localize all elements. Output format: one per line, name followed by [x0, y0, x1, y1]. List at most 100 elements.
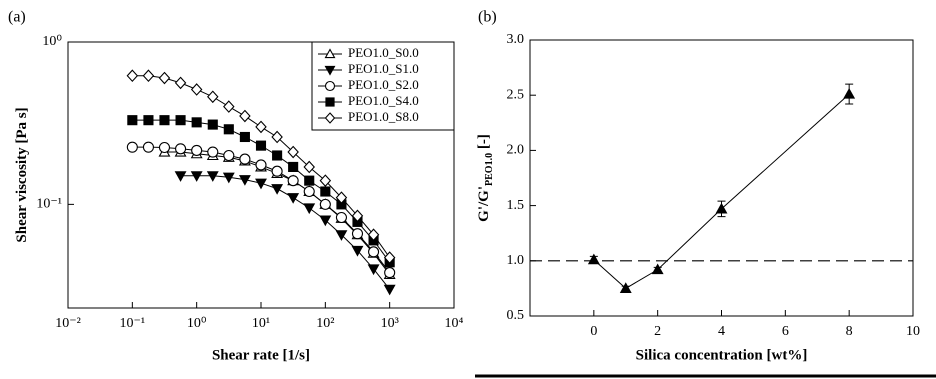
marker — [126, 69, 139, 83]
x-tick-label: 10⁰ — [187, 316, 207, 331]
marker — [351, 228, 364, 240]
marker — [367, 264, 380, 276]
y-tick-label: 3.0 — [507, 32, 525, 47]
marker — [335, 230, 348, 241]
marker — [143, 115, 154, 126]
y-tick-label: 10⁻¹ — [36, 197, 62, 212]
marker — [651, 263, 664, 275]
marker — [587, 253, 600, 265]
legend-label: PEO1.0_S0.0 — [348, 45, 419, 60]
marker — [175, 115, 186, 126]
marker — [239, 109, 251, 123]
marker — [303, 185, 315, 198]
marker — [127, 115, 138, 126]
y-axis-label-text: G'/G' — [476, 186, 492, 222]
marker — [303, 203, 316, 215]
legend-label: PEO1.0_S8.0 — [348, 109, 419, 124]
x-tick-label: 6 — [782, 324, 789, 339]
x-axis-label: Silica concentration [wt%] — [636, 347, 808, 363]
series-line — [593, 93, 850, 290]
marker — [319, 174, 332, 187]
legend-marker — [324, 112, 336, 124]
marker — [303, 160, 315, 174]
marker — [288, 161, 299, 172]
x-tick-label: 10 — [906, 324, 920, 339]
marker — [238, 175, 251, 186]
marker — [255, 140, 267, 151]
x-axis-label: Shear rate [1/s] — [212, 347, 310, 363]
marker — [351, 245, 364, 257]
marker — [174, 76, 187, 90]
marker — [207, 90, 219, 104]
y-tick-label: 2.0 — [507, 143, 525, 158]
marker — [255, 159, 267, 171]
marker — [287, 175, 299, 187]
x-tick-label: 0 — [590, 324, 597, 339]
x-tick-label: 8 — [846, 324, 853, 339]
x-tick-label: 10⁴ — [445, 316, 464, 331]
marker — [142, 69, 155, 83]
legend-label: PEO1.0_S2.0 — [348, 77, 419, 92]
legend-label: PEO1.0_S1.0 — [348, 61, 419, 76]
x-tick-label: 2 — [654, 324, 661, 339]
marker — [383, 251, 396, 264]
marker — [287, 145, 299, 159]
marker — [384, 267, 396, 279]
x-tick-label: 4 — [718, 324, 725, 339]
marker — [207, 119, 218, 130]
marker — [191, 117, 202, 128]
marker — [222, 172, 235, 184]
marker — [271, 165, 283, 177]
y-axis-label-text: Shear viscosity [Pa s] — [14, 107, 30, 242]
y-axis-label-subscript: PEO1.0 — [484, 153, 495, 186]
legend-marker — [324, 65, 336, 76]
marker — [206, 171, 219, 182]
marker — [271, 130, 283, 144]
y-axis-label: G'/G'PEO1.0 [-] — [476, 134, 495, 222]
y-tick-label: 10⁰ — [42, 34, 62, 49]
marker — [223, 124, 234, 135]
legend-label: PEO1.0_S4.0 — [348, 93, 419, 108]
marker — [207, 146, 219, 158]
marker — [367, 228, 380, 242]
marker — [175, 143, 187, 155]
marker — [843, 87, 856, 99]
x-tick-label: 10² — [316, 316, 334, 331]
marker — [239, 131, 250, 143]
y-tick-label: 1.0 — [507, 253, 525, 268]
marker — [223, 100, 235, 113]
plot-frame — [529, 39, 914, 317]
marker — [174, 171, 187, 182]
x-tick-label: 10³ — [381, 316, 399, 331]
marker — [158, 141, 171, 154]
panel-label: (b) — [478, 9, 497, 26]
marker — [335, 191, 348, 204]
marker — [159, 115, 170, 126]
marker — [223, 149, 235, 162]
legend-marker — [324, 48, 336, 59]
x-tick-label: 10⁻² — [55, 316, 81, 331]
marker — [190, 171, 203, 182]
marker — [255, 120, 267, 134]
panel-label: (a) — [8, 9, 26, 26]
y-axis-label: Shear viscosity [Pa s] — [14, 107, 30, 242]
marker — [287, 193, 300, 204]
marker — [368, 246, 380, 258]
legend-marker — [325, 97, 335, 107]
y-tick-label: 2.5 — [507, 87, 525, 102]
marker — [319, 215, 332, 227]
marker — [272, 150, 283, 161]
marker — [239, 153, 251, 165]
marker — [351, 209, 364, 223]
marker — [142, 141, 154, 153]
marker — [320, 186, 331, 197]
marker — [319, 198, 331, 210]
y-tick-label: 0.5 — [507, 308, 525, 323]
x-tick-label: 10¹ — [252, 316, 270, 331]
marker — [715, 202, 728, 214]
legend-marker — [324, 80, 336, 92]
marker — [255, 178, 267, 190]
marker — [383, 284, 396, 296]
marker — [619, 282, 632, 293]
